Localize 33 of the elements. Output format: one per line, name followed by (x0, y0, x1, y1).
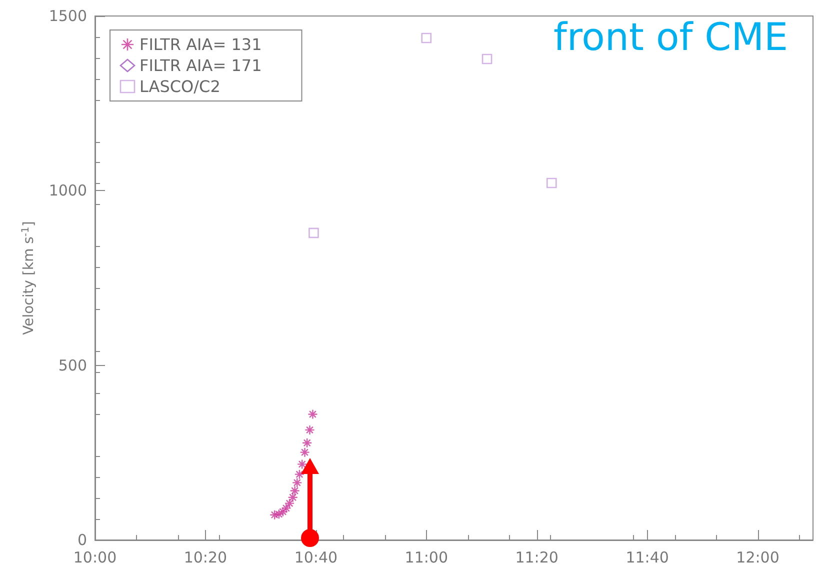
x-tick-label: 10:20 (184, 548, 228, 566)
point (290, 486, 300, 496)
x-tick-label: 10:00 (73, 548, 117, 566)
x-tick-label: 10:40 (294, 548, 338, 566)
point (278, 506, 288, 517)
x-tick-label: 11:00 (404, 548, 448, 566)
legend-label: LASCO/C2 (140, 77, 220, 96)
point (288, 492, 298, 502)
point (546, 178, 557, 188)
point (274, 509, 284, 520)
y-tick-label: 1000 (48, 182, 87, 200)
point (302, 438, 312, 448)
point (292, 478, 302, 488)
point (297, 459, 308, 470)
point (304, 424, 315, 436)
point (482, 54, 492, 64)
y-tick-label: 0 (77, 531, 87, 549)
point (294, 469, 305, 480)
legend-label: FILTR AIA= 171 (140, 56, 262, 75)
point (300, 447, 310, 458)
x-tick-label: 12:00 (736, 548, 780, 566)
annotation: front of CME (553, 15, 788, 59)
point (308, 409, 318, 420)
point (284, 498, 295, 508)
y-tick-label: 1500 (48, 7, 87, 25)
legend-label: FILTR AIA= 131 (140, 35, 262, 54)
point (308, 228, 319, 238)
point (421, 32, 432, 44)
point (281, 503, 292, 514)
y-tick-label: 500 (58, 356, 87, 374)
x-tick-label: 11:20 (515, 548, 558, 566)
y-axis-title: Velocity [km s-1] (20, 221, 37, 335)
x-tick-label: 11:40 (626, 548, 669, 566)
